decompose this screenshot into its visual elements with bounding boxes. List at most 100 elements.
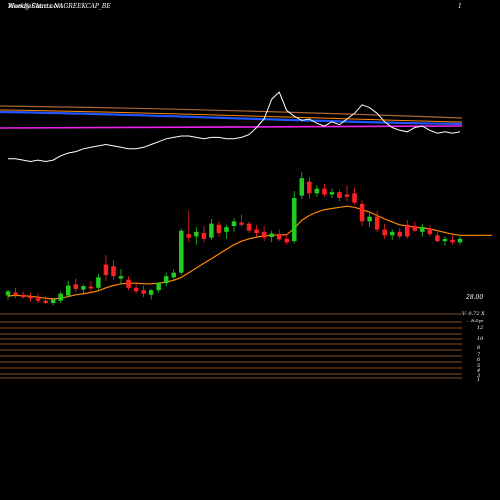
candle-body: [299, 178, 305, 196]
candle: [66, 280, 71, 298]
candle: [194, 227, 199, 245]
candle: [374, 210, 380, 232]
candle-body: [111, 266, 116, 277]
candle-body: [141, 290, 146, 294]
rsi-line: [8, 91, 461, 163]
volume-axis-label: 4: [476, 368, 480, 374]
candle-body: [239, 222, 244, 225]
candle: [276, 229, 282, 242]
candle-body: [20, 294, 26, 298]
candle: [352, 187, 357, 205]
candle: [96, 273, 101, 291]
candle: [292, 191, 297, 244]
scale-label: ... B:Dyn: [466, 318, 484, 323]
candle-body: [322, 188, 327, 195]
candle-body: [405, 224, 410, 237]
ma-orange-line: [0, 109, 463, 123]
candle-body: [179, 230, 184, 273]
candle-body: [171, 272, 176, 278]
candle-body: [126, 279, 131, 288]
candle: [156, 282, 161, 293]
moving-average-lines: [0, 105, 463, 129]
candle: [442, 236, 448, 246]
candle-body: [216, 224, 222, 233]
volume-axis-label: 5: [477, 363, 480, 369]
candle-body: [352, 193, 357, 203]
candle-body: [133, 287, 139, 292]
candle-body: [50, 299, 56, 303]
volume-axis-label: 7: [477, 352, 481, 358]
candle-body: [13, 292, 18, 295]
candle-body: [43, 300, 48, 303]
candle-body: [337, 192, 342, 198]
candle: [186, 210, 192, 243]
candle: [58, 291, 63, 303]
candle: [103, 255, 109, 281]
candle: [307, 177, 312, 200]
candle: [457, 236, 463, 245]
candle-body: [35, 298, 41, 301]
candle: [367, 213, 372, 228]
candle-body: [186, 234, 192, 238]
rsi-path: [8, 91, 461, 163]
candles: [5, 172, 463, 306]
ma-magenta-line: [0, 125, 463, 129]
candle: [322, 184, 327, 197]
candle-body: [374, 216, 380, 230]
candle: [35, 293, 41, 303]
candle: [81, 284, 86, 295]
candle: [126, 276, 131, 291]
candle: [43, 295, 48, 305]
candle: [344, 185, 350, 202]
candle-body: [73, 284, 79, 289]
candle: [201, 226, 207, 243]
candle-body: [261, 231, 267, 238]
candle: [231, 217, 237, 232]
candle-body: [276, 234, 282, 240]
candle: [163, 272, 169, 287]
candle: [450, 235, 455, 245]
candle: [405, 220, 410, 239]
candle: [88, 280, 94, 293]
candle: [359, 200, 365, 226]
candle-body: [329, 192, 335, 195]
candle: [118, 269, 124, 285]
candle-body: [412, 226, 418, 231]
candle-body: [148, 290, 154, 295]
candle-body: [58, 293, 63, 301]
ma-brown-line: [0, 105, 463, 119]
candle-body: [344, 194, 350, 197]
chart-title: Weekly Charts NAGREEKCAP_BE: [8, 3, 111, 10]
candle-body: [163, 276, 169, 284]
candle-body: [194, 231, 199, 237]
candle: [397, 228, 402, 239]
candle-body: [367, 216, 372, 222]
candle: [141, 285, 146, 298]
candle-body: [66, 285, 71, 296]
candle-body: [96, 277, 101, 288]
candle: [148, 289, 154, 300]
candle: [5, 289, 11, 300]
candle: [171, 269, 176, 281]
volume-axis-label: 12: [477, 325, 483, 331]
candle-body: [389, 231, 395, 236]
candle-body: [88, 286, 94, 289]
candle-body: [427, 228, 433, 235]
candle-body: [269, 233, 274, 238]
candle: [269, 230, 274, 243]
volume-axis-label: 1: [477, 377, 480, 383]
candle-body: [435, 235, 440, 242]
candle-body: [254, 229, 259, 233]
volume-label: V: 0.72 X: [462, 311, 485, 317]
candle: [28, 292, 33, 302]
candle: [254, 224, 259, 237]
volume-axis-label: 10: [477, 336, 484, 342]
candle-body: [231, 221, 237, 226]
candle-body: [284, 238, 289, 243]
candle-body: [224, 227, 229, 232]
candle: [111, 259, 116, 280]
candle: [420, 223, 425, 237]
candle-body: [457, 238, 463, 243]
